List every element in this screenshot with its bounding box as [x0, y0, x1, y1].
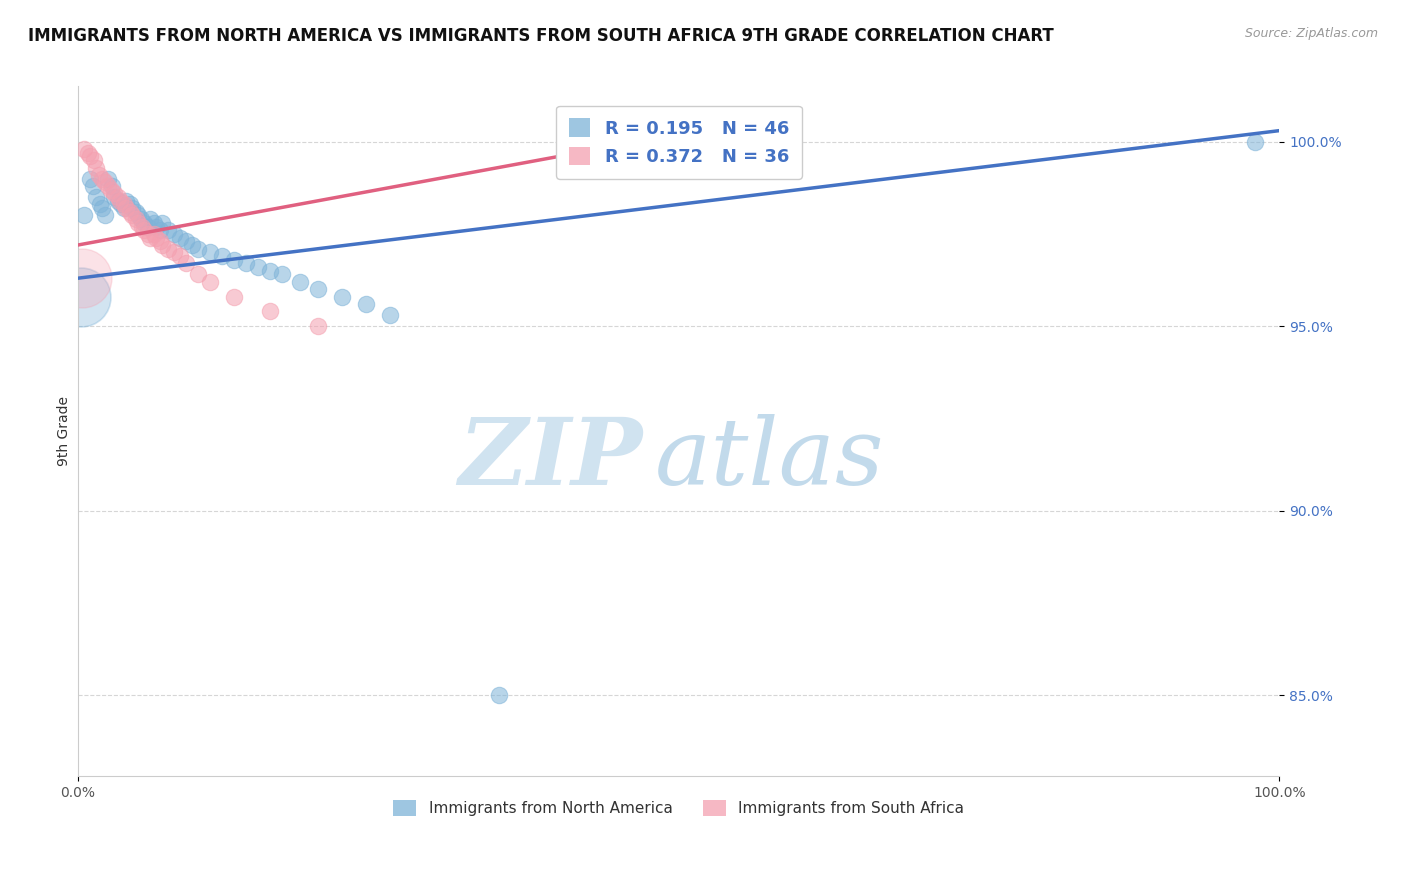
Text: ZIP: ZIP [458, 414, 643, 504]
Point [187, 268, 209, 282]
Point [69, 290, 91, 304]
Point [200, 245, 222, 260]
Point [118, 204, 141, 219]
Point [145, 219, 167, 234]
Point [97, 171, 120, 186]
Point [97, 178, 120, 193]
Point [139, 230, 162, 244]
Point [70, 271, 93, 285]
Point [76, 145, 98, 160]
Point [127, 216, 149, 230]
Point [224, 252, 246, 267]
Point [91, 201, 114, 215]
Point [103, 190, 125, 204]
Point [332, 290, 354, 304]
Point [125, 212, 148, 227]
Point [247, 260, 270, 274]
Point [100, 183, 122, 197]
Point [356, 297, 378, 311]
Point [157, 242, 180, 256]
Point [307, 282, 329, 296]
Point [157, 223, 180, 237]
Point [259, 264, 281, 278]
Point [118, 197, 141, 211]
Point [142, 216, 165, 230]
Point [145, 230, 167, 244]
Point [115, 194, 138, 208]
Point [380, 308, 402, 322]
Point [127, 209, 149, 223]
Text: atlas: atlas [655, 414, 884, 504]
Point [91, 171, 114, 186]
Point [121, 201, 143, 215]
Point [84, 161, 107, 175]
Point [131, 219, 153, 234]
Point [115, 201, 138, 215]
Point [169, 249, 191, 263]
Point [169, 230, 191, 244]
Point [163, 227, 186, 241]
Point [121, 209, 143, 223]
Point [290, 275, 312, 289]
Point [150, 238, 173, 252]
Point [112, 197, 135, 211]
Point [129, 212, 152, 227]
Point [125, 204, 148, 219]
Point [108, 194, 131, 208]
Legend: Immigrants from North America, Immigrants from South Africa: Immigrants from North America, Immigrant… [385, 792, 972, 823]
Text: IMMIGRANTS FROM NORTH AMERICA VS IMMIGRANTS FROM SOUTH AFRICA 9TH GRADE CORRELAT: IMMIGRANTS FROM NORTH AMERICA VS IMMIGRA… [28, 27, 1054, 45]
Point [107, 190, 129, 204]
Point [224, 290, 246, 304]
Point [150, 216, 173, 230]
Point [87, 168, 110, 182]
Point [136, 219, 159, 234]
Point [1244, 135, 1267, 149]
Point [93, 175, 115, 189]
Point [89, 197, 111, 211]
Point [174, 256, 197, 270]
Point [79, 149, 101, 163]
Point [149, 235, 172, 249]
Point [93, 209, 115, 223]
Y-axis label: 9th Grade: 9th Grade [58, 396, 72, 467]
Point [139, 212, 162, 227]
Point [107, 194, 129, 208]
Point [73, 142, 96, 156]
Point [73, 209, 96, 223]
Point [200, 275, 222, 289]
Point [134, 223, 156, 237]
Point [163, 245, 186, 260]
Point [259, 304, 281, 318]
Point [271, 268, 294, 282]
Point [488, 688, 510, 702]
Point [82, 178, 104, 193]
Point [100, 178, 122, 193]
Text: Source: ZipAtlas.com: Source: ZipAtlas.com [1244, 27, 1378, 40]
Point [110, 197, 132, 211]
Point [187, 242, 209, 256]
Point [112, 201, 135, 215]
Point [235, 256, 257, 270]
Point [134, 216, 156, 230]
Point [211, 249, 233, 263]
Point [79, 171, 101, 186]
Point [83, 153, 105, 168]
Point [174, 235, 197, 249]
Point [149, 223, 172, 237]
Point [181, 238, 204, 252]
Point [84, 190, 107, 204]
Point [142, 227, 165, 241]
Point [307, 319, 329, 334]
Point [103, 186, 125, 201]
Point [136, 227, 159, 241]
